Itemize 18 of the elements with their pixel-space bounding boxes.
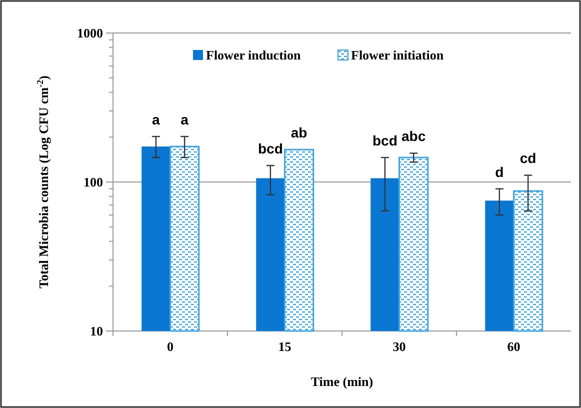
data-label: a — [152, 112, 160, 128]
x-axis-title: Time (min) — [310, 374, 374, 389]
x-tick-label: 30 — [392, 339, 406, 354]
y-tick-label: 1000 — [77, 26, 103, 41]
x-tick-label: 15 — [278, 339, 292, 354]
data-label: abc — [402, 128, 426, 144]
x-tick-label: 0 — [167, 339, 174, 354]
data-label: bcd — [258, 140, 283, 157]
y-tick-label: 100 — [84, 174, 103, 190]
y-tick-label: 10 — [90, 324, 103, 339]
data-label: ab — [290, 124, 308, 141]
data-label: bcd — [372, 132, 398, 149]
x-tick-label: 60 — [507, 339, 520, 354]
data-label: cd — [520, 150, 536, 166]
legend-label: Flower induction — [206, 48, 302, 63]
legend-label: Flower initiation — [351, 48, 444, 63]
data-label: a — [180, 112, 189, 128]
data-label: d — [495, 164, 504, 180]
